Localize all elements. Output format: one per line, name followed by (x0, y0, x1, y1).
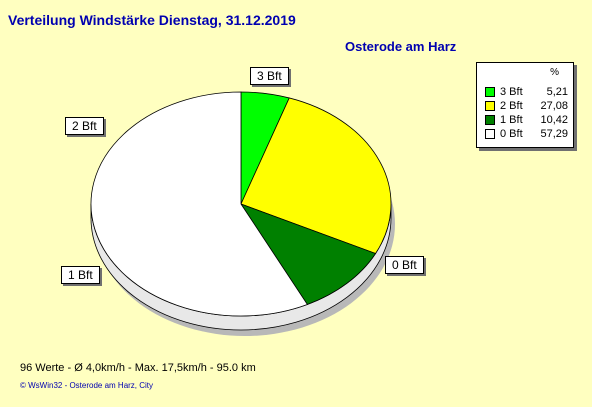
legend-label: 2 Bft (500, 100, 523, 112)
pie-slice-2-bft (240, 97, 392, 255)
footer-credit: © WsWin32 - Osterode am Harz, City (20, 381, 154, 390)
legend-item-1-bft: 1 Bft 10,42 (485, 114, 568, 126)
legend-item-3-bft: 3 Bft 5,21 (485, 86, 568, 98)
legend-item-2-bft: 2 Bft 27,08 (485, 100, 568, 112)
legend-value: 10,42 (540, 114, 568, 126)
legend-unit: % (550, 67, 559, 78)
pie-slice-1-bft (239, 203, 377, 305)
legend-value: 27,08 (540, 100, 568, 112)
slice-label-1-bft: 1 Bft (61, 266, 100, 284)
legend-label: 1 Bft (500, 114, 523, 126)
footer-stats: 96 Werte - Ø 4,0km/h - Max. 17,5km/h - 9… (20, 362, 256, 374)
legend-item-0-bft: 0 Bft 57,29 (485, 128, 568, 140)
legend: % 3 Bft 5,21 2 Bft 27,08 1 Bft 10,42 0 B… (476, 62, 574, 148)
legend-swatch (485, 129, 495, 139)
pie-slice-0-bft (90, 91, 308, 317)
legend-value: 5,21 (546, 86, 568, 98)
slice-label-3-bft: 3 Bft (250, 67, 289, 85)
slice-label-0-bft: 0 Bft (385, 256, 424, 274)
location-label: Osterode am Harz (345, 39, 457, 54)
legend-label: 3 Bft (500, 86, 523, 98)
legend-label: 0 Bft (500, 128, 523, 140)
pie-slices (90, 91, 392, 317)
legend-swatch (485, 101, 495, 111)
chart-title: Verteilung Windstärke Dienstag, 31.12.20… (8, 12, 296, 28)
slice-label-2-bft: 2 Bft (65, 117, 104, 135)
legend-swatch (485, 115, 495, 125)
legend-swatch (485, 87, 495, 97)
legend-value: 57,29 (540, 128, 568, 140)
